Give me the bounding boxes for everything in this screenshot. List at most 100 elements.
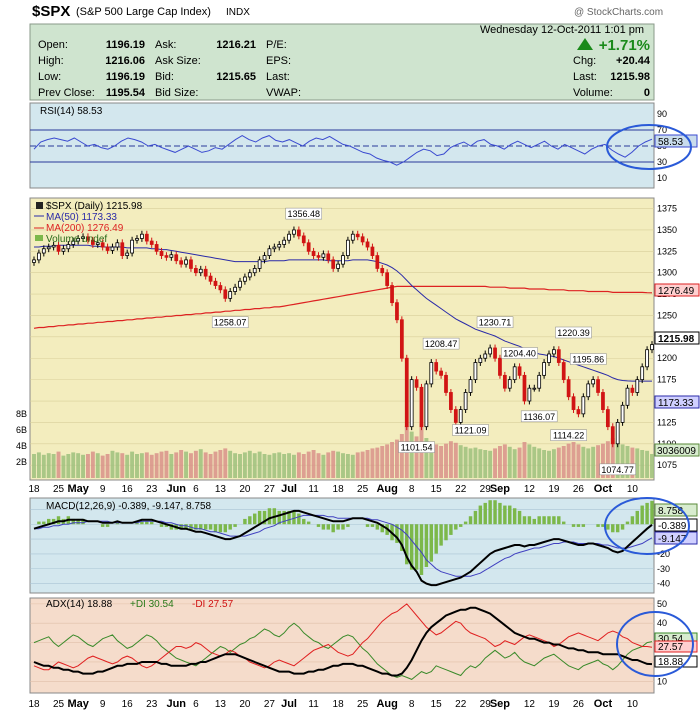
macd-hist-bar bbox=[164, 524, 169, 527]
candle-body bbox=[370, 246, 375, 257]
pe-label: P/E: bbox=[266, 39, 287, 51]
price-annotation-box bbox=[550, 429, 587, 441]
macd-panel bbox=[29, 497, 655, 594]
volume-bar bbox=[66, 454, 71, 478]
macd-hist-bar bbox=[458, 524, 463, 527]
x-tick-label: 11 bbox=[308, 699, 319, 710]
pdi-line bbox=[33, 622, 653, 680]
x-tick-label: 19 bbox=[548, 484, 560, 495]
candle-body bbox=[179, 260, 184, 265]
volume-bar bbox=[296, 452, 301, 478]
candle-body bbox=[208, 275, 213, 282]
candle-body bbox=[130, 239, 134, 254]
volume-bar bbox=[497, 446, 502, 478]
candle-body bbox=[635, 379, 640, 393]
candle-body bbox=[164, 255, 169, 258]
volume-bar bbox=[188, 453, 193, 478]
candle-body bbox=[630, 387, 635, 393]
macd-hist-bar bbox=[321, 524, 326, 530]
volume-bar bbox=[46, 453, 51, 478]
macd-hist-bar bbox=[149, 521, 154, 525]
asksize-label: Ask Size: bbox=[155, 55, 201, 67]
volume-bar bbox=[620, 444, 625, 478]
price-annotation-box bbox=[520, 410, 558, 423]
macd-signal-value-box: -9.147 bbox=[654, 531, 698, 545]
y-tick-label: -30 bbox=[657, 564, 670, 574]
volume-bar bbox=[581, 446, 586, 478]
candle-body bbox=[502, 374, 507, 389]
macd-hist-bar bbox=[512, 508, 517, 525]
price-annotation-label: 1121.09 bbox=[455, 426, 487, 436]
volume-bar bbox=[556, 447, 561, 478]
pdi-legend: +DI 30.54 bbox=[130, 599, 174, 610]
macd-hist-bar bbox=[233, 524, 237, 527]
volume-bar bbox=[169, 454, 174, 478]
volume-bar bbox=[61, 455, 66, 478]
volume-bar bbox=[537, 448, 542, 478]
volume-bar bbox=[483, 450, 488, 478]
candle-body bbox=[262, 255, 267, 261]
price-legend-swatch bbox=[36, 202, 43, 209]
ma200-value-label: 1276.49 bbox=[658, 286, 695, 297]
candle-body bbox=[184, 259, 188, 265]
y-tick-label: 1250 bbox=[657, 310, 677, 320]
x-tick-label: 25 bbox=[357, 699, 369, 710]
ma50-legend: MA(50) 1173.33 bbox=[46, 212, 117, 223]
volume-bar bbox=[630, 447, 635, 478]
price-annotation-box bbox=[476, 316, 514, 328]
macd-hist-bar bbox=[517, 510, 522, 525]
candle-body bbox=[247, 272, 252, 278]
x-tick-label: 27 bbox=[264, 699, 276, 710]
macd-hist-bar bbox=[228, 524, 232, 530]
volume-bar bbox=[365, 450, 370, 478]
macd-hist-bar bbox=[282, 510, 286, 525]
y-tick-label: 30 bbox=[657, 157, 667, 167]
last-price-label: 1215.98 bbox=[658, 334, 695, 345]
volume-bar bbox=[561, 446, 566, 478]
macd-hist-bar bbox=[194, 524, 198, 530]
x-tick-label: Oct bbox=[594, 483, 613, 495]
candle-body bbox=[360, 236, 365, 243]
candle-body bbox=[203, 268, 208, 277]
rsi-grid bbox=[30, 129, 654, 163]
volume-bar bbox=[164, 450, 169, 478]
volume-bar bbox=[566, 443, 571, 478]
volume-bar bbox=[424, 438, 429, 478]
x-tick-label: Sep bbox=[490, 483, 510, 495]
x-tick-label: Aug bbox=[376, 698, 397, 710]
macd-hist-bar bbox=[248, 516, 252, 525]
x-tick-label: 26 bbox=[573, 484, 585, 495]
ma50-value-label: 1173.33 bbox=[658, 398, 694, 409]
x-tick-label: 23 bbox=[146, 484, 158, 495]
x-tick-label: 10 bbox=[627, 484, 639, 495]
x-tick-label: 20 bbox=[239, 484, 251, 495]
volume-bar bbox=[439, 446, 444, 478]
macd-hist-bar bbox=[493, 500, 497, 525]
macd-hist-bar bbox=[640, 505, 644, 525]
candle-body bbox=[223, 289, 228, 299]
y-tick-label: 10 bbox=[657, 173, 667, 183]
adx-legend: ADX(14) 18.88 bbox=[46, 599, 113, 610]
macd-hist-bar bbox=[184, 524, 188, 530]
macd-hist-bar bbox=[56, 516, 61, 525]
candle-body bbox=[301, 235, 306, 244]
macd-hist-bar bbox=[606, 524, 610, 530]
x-tick-label: 10 bbox=[627, 699, 639, 710]
quote-date: Wednesday 12-Oct-2011 1:01 pm bbox=[480, 24, 644, 36]
macd-hist-bar bbox=[380, 524, 384, 533]
macd-hist-bar bbox=[552, 516, 556, 525]
volume-bar bbox=[213, 451, 218, 478]
rsi-value-label: 58.53 bbox=[658, 137, 683, 148]
quote-panel bbox=[29, 23, 655, 101]
y-tick-label: 50 bbox=[657, 599, 667, 609]
volume-bar bbox=[360, 451, 365, 478]
prevclose-label: Prev Close: bbox=[38, 87, 95, 99]
candle-body bbox=[561, 362, 566, 381]
candle-body bbox=[365, 241, 370, 248]
volume-bar bbox=[429, 442, 434, 478]
volume-bar bbox=[547, 450, 551, 478]
macd-hist-bar bbox=[395, 524, 399, 543]
volume-value-box: 3036009 bbox=[654, 443, 700, 457]
volume-bar bbox=[542, 450, 547, 478]
x-tick-label: 22 bbox=[455, 484, 467, 495]
